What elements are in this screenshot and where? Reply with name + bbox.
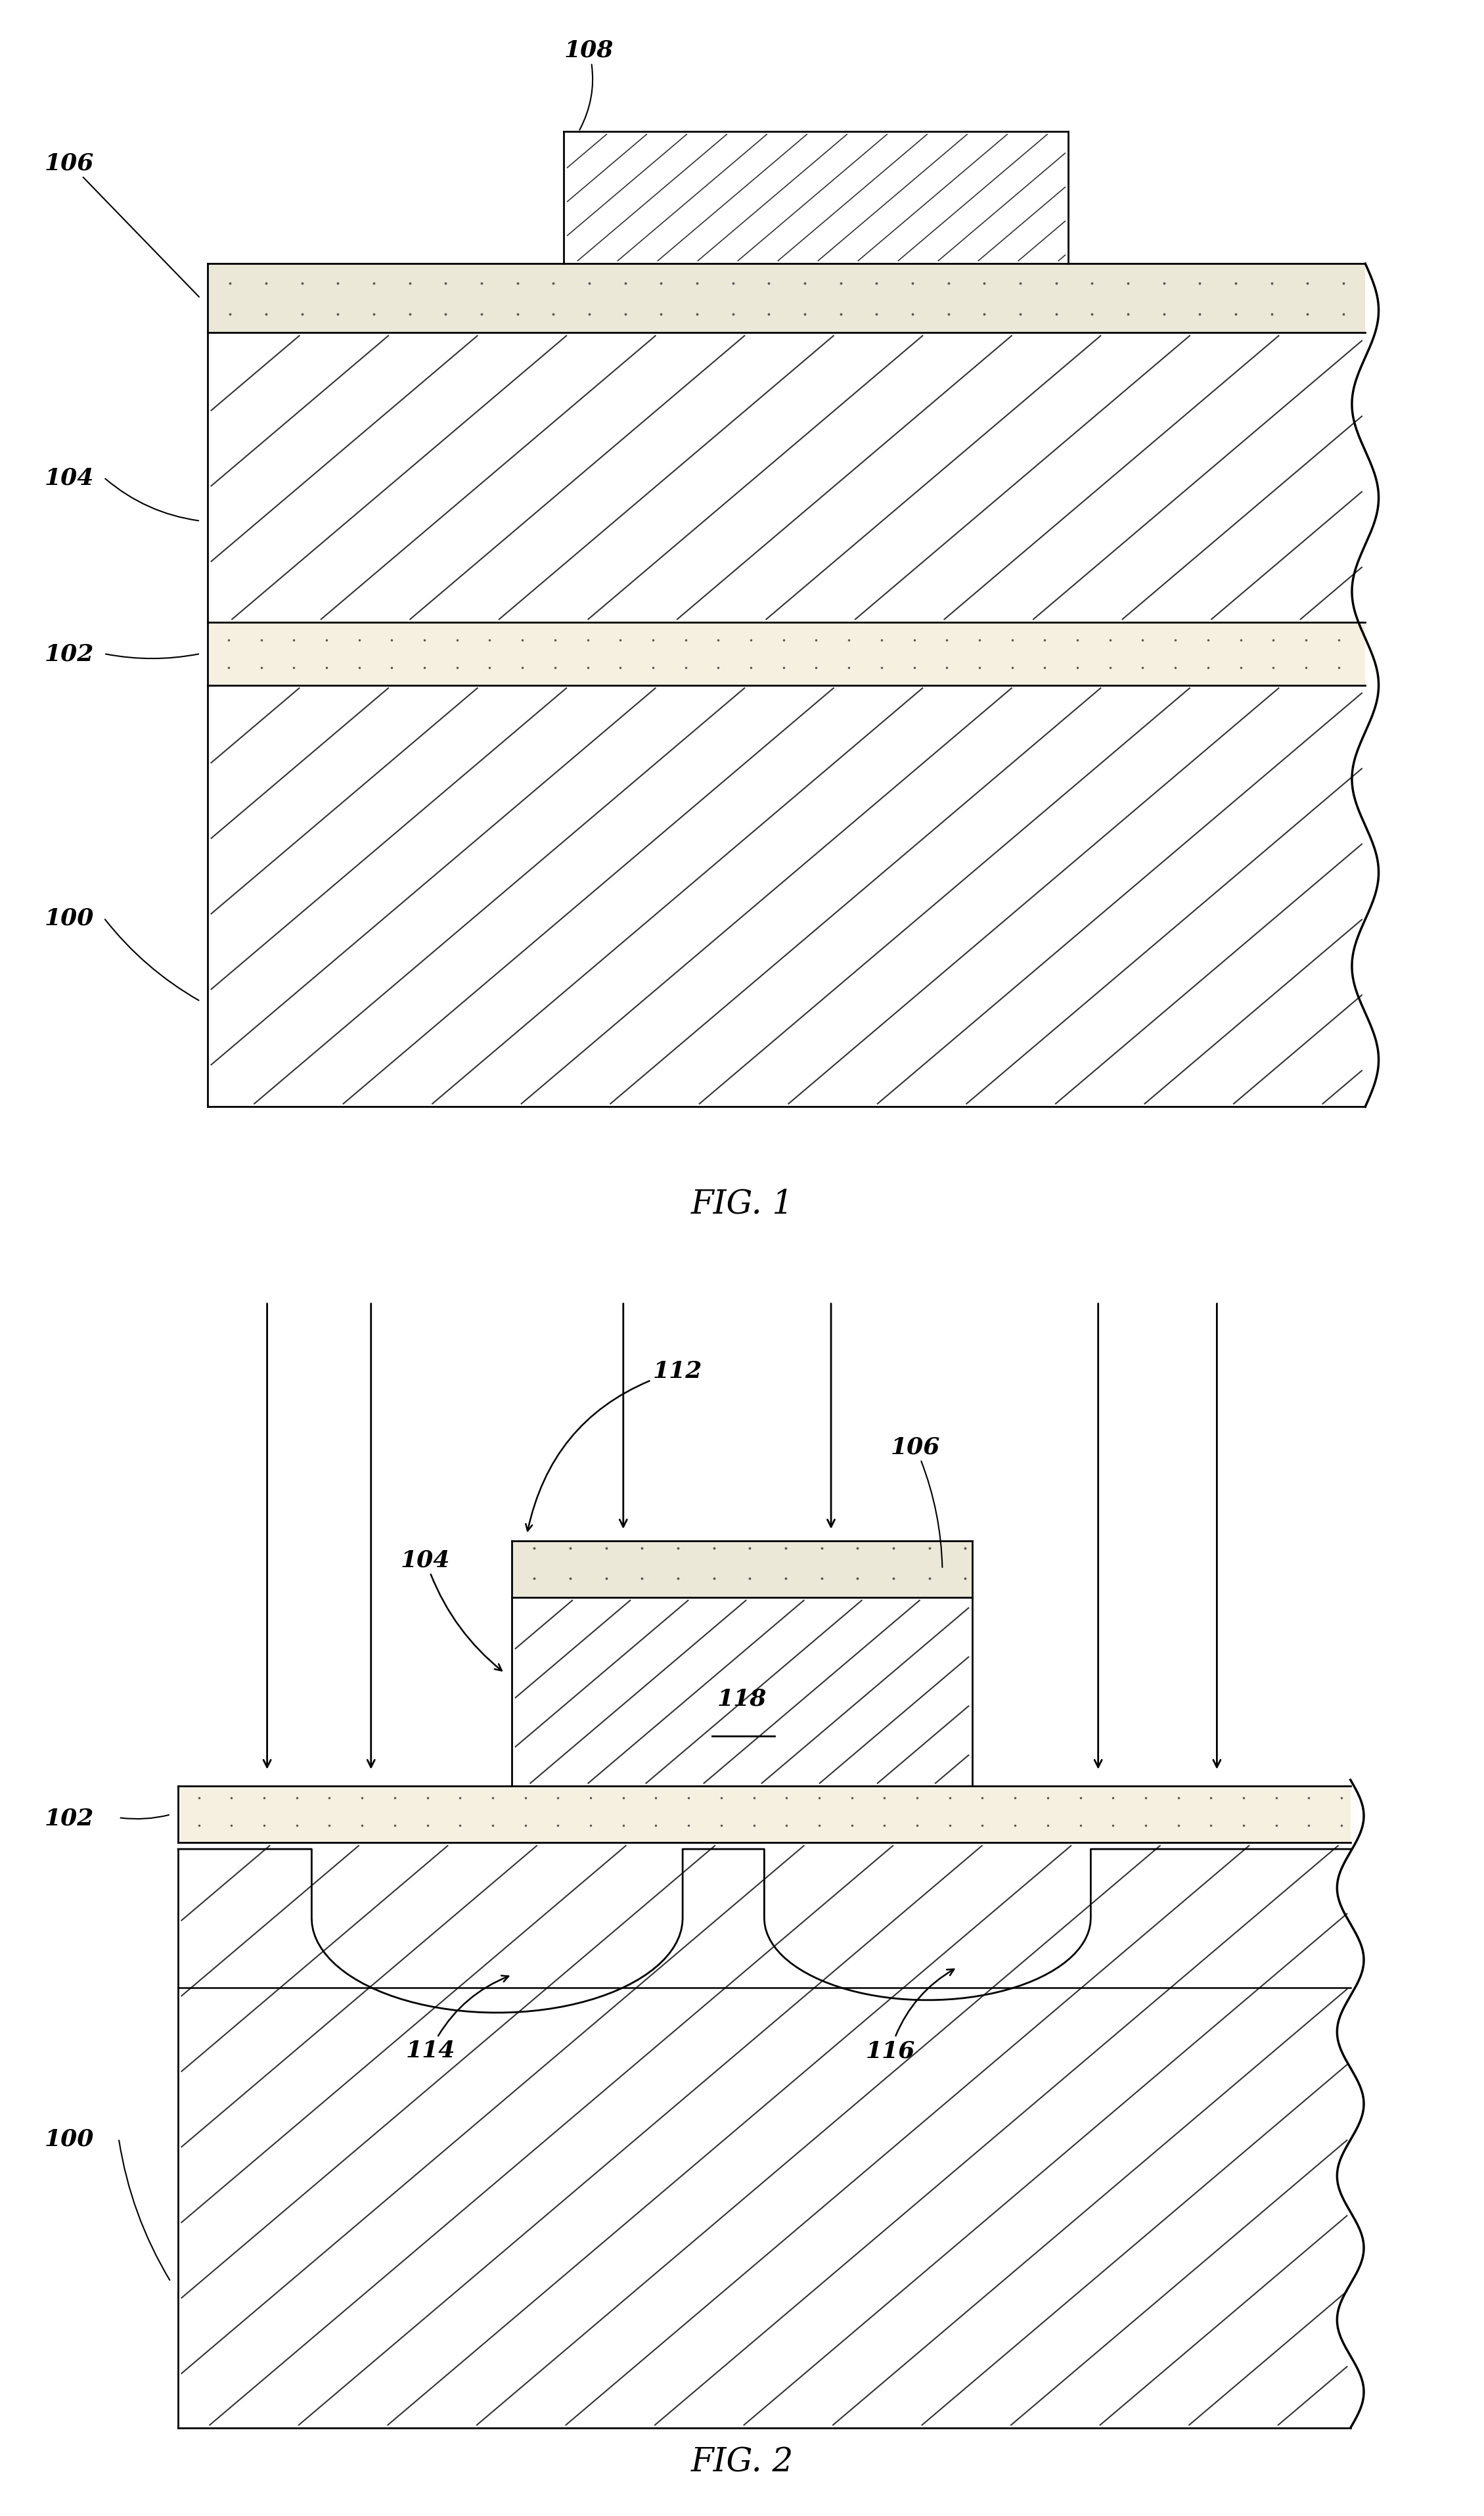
Bar bbox=[208, 621, 1365, 684]
Text: FIG. 2: FIG. 2 bbox=[690, 2446, 794, 2478]
Text: 104: 104 bbox=[401, 1550, 502, 1671]
Text: 108: 108 bbox=[564, 40, 613, 131]
Text: 100: 100 bbox=[45, 908, 93, 928]
Bar bbox=[178, 1786, 1350, 1842]
Polygon shape bbox=[178, 1849, 1350, 2428]
Bar bbox=[208, 684, 1365, 1107]
Bar bbox=[208, 264, 1365, 332]
Text: FIG. 1: FIG. 1 bbox=[690, 1188, 794, 1220]
Text: 118: 118 bbox=[717, 1688, 767, 1708]
Text: 112: 112 bbox=[525, 1361, 702, 1532]
Bar bbox=[208, 151, 1365, 1107]
Bar bbox=[512, 1598, 972, 1786]
Text: 104: 104 bbox=[45, 468, 93, 488]
Bar bbox=[512, 1540, 972, 1598]
Text: 102: 102 bbox=[45, 644, 93, 664]
Text: 106: 106 bbox=[890, 1437, 942, 1567]
Text: 106: 106 bbox=[45, 153, 199, 297]
Bar bbox=[208, 332, 1365, 621]
Bar bbox=[564, 131, 1068, 264]
Text: 100: 100 bbox=[45, 2129, 93, 2149]
Text: 114: 114 bbox=[405, 1975, 509, 2061]
Text: 102: 102 bbox=[45, 1806, 93, 1829]
Text: 116: 116 bbox=[865, 1970, 954, 2061]
